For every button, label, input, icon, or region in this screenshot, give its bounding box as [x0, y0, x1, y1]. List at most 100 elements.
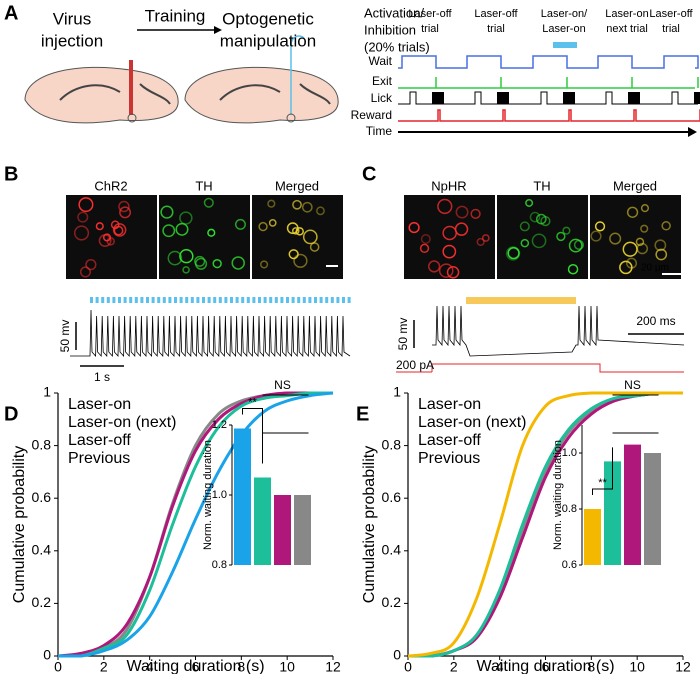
- x-tick-label: 4: [146, 659, 154, 674]
- panel-label: C: [362, 163, 376, 185]
- cell: [260, 260, 269, 269]
- cell: [446, 265, 460, 279]
- current-label: 200 pA: [396, 358, 434, 372]
- cell: [655, 248, 668, 261]
- legend-entry: Previous: [68, 450, 130, 467]
- cell: [507, 247, 520, 260]
- x-tick-label: 8: [587, 659, 595, 674]
- sig-bracket: [242, 408, 263, 464]
- trace-b: [70, 309, 351, 358]
- cell: [562, 226, 571, 235]
- light-pulse: [101, 297, 105, 303]
- cell: [194, 255, 206, 267]
- y-tick-label: 0.4: [32, 542, 52, 558]
- cell: [567, 263, 579, 275]
- cell: [291, 227, 300, 235]
- light-pulse: [123, 297, 127, 303]
- cell: [626, 257, 638, 269]
- legend-entry: Laser-on: [68, 396, 131, 413]
- lick-signal: [398, 91, 698, 105]
- cell: [476, 237, 485, 247]
- light-pulse: [330, 297, 334, 303]
- cell: [531, 233, 547, 249]
- cell: [442, 244, 457, 259]
- light-pulse: [95, 297, 99, 303]
- light-pulse: [241, 297, 245, 303]
- light-bar: [466, 297, 576, 304]
- wait-signal: [398, 55, 699, 69]
- inset-y-tick-label: 0.8: [212, 559, 227, 571]
- channel-label: TH: [533, 178, 550, 193]
- cell: [112, 223, 127, 237]
- cell: [420, 233, 431, 245]
- trial-label: trial: [662, 23, 680, 35]
- trial-label: Laser-off: [408, 8, 452, 20]
- lick-burst: [563, 92, 575, 104]
- light-pulse: [302, 297, 306, 303]
- cell: [267, 199, 276, 208]
- light-pulse: [235, 297, 239, 303]
- inset-bar: [254, 477, 271, 565]
- cell: [427, 260, 441, 273]
- cell: [231, 256, 245, 270]
- brain-right: [184, 35, 339, 124]
- cell: [167, 250, 183, 266]
- cell: [234, 218, 246, 230]
- cell: [79, 266, 91, 278]
- light-pulse: [146, 297, 149, 303]
- cell: [119, 206, 132, 219]
- cell: [309, 242, 320, 252]
- x-tick-label: 12: [675, 659, 691, 674]
- scale-v-label: 50 mv: [396, 318, 410, 351]
- micrographs: [66, 195, 681, 279]
- cell: [635, 237, 645, 247]
- y-axis-title: Cumulative probability: [11, 446, 28, 603]
- y-tick-label: 0.6: [382, 489, 402, 505]
- laser-legend: Inhibition: [364, 22, 416, 37]
- light-pulse: [224, 297, 228, 303]
- y-tick-label: 0.8: [32, 436, 52, 452]
- cell: [540, 215, 551, 227]
- inset-y-title: Norm. waiting duration: [202, 440, 214, 550]
- y-tick-label: 0.4: [382, 542, 402, 558]
- ns-annotation: NS: [274, 378, 291, 392]
- x-tick-label: 0: [54, 659, 62, 674]
- y-tick-label: 0.8: [382, 436, 402, 452]
- legend-entry: Laser-on (next): [68, 414, 177, 431]
- cell: [609, 232, 622, 245]
- y-tick-label: 1: [43, 384, 51, 400]
- legend-entry: Previous: [418, 450, 480, 467]
- inset-y-tick-label: 0.8: [562, 503, 577, 515]
- cell: [268, 219, 277, 227]
- light-pulse: [162, 297, 166, 303]
- cell: [292, 199, 302, 210]
- x-tick-label: 6: [542, 659, 550, 674]
- sig-bracket: [592, 447, 613, 495]
- light-pulse: [297, 297, 301, 303]
- cell: [288, 249, 299, 260]
- inset-bar: [234, 428, 251, 565]
- legend-entry: Laser-on: [418, 396, 481, 413]
- light-pulse: [157, 297, 161, 303]
- cell: [207, 228, 216, 237]
- micrograph: [404, 195, 495, 279]
- light-pulse: [134, 297, 138, 303]
- inset-bar: [644, 453, 661, 565]
- light-pulse: [280, 297, 284, 303]
- timing-diagram: [398, 55, 700, 137]
- y-tick-label: 0.6: [32, 489, 52, 505]
- light-pulse: [291, 297, 295, 303]
- laser-legend: (20% trials): [364, 39, 430, 54]
- inset-y-tick-label: 1.2: [212, 419, 227, 431]
- channel-label: NpHR: [431, 178, 466, 193]
- cell: [78, 197, 94, 213]
- cell: [316, 206, 325, 216]
- inset-y-title: Norm. waiting duration: [552, 440, 564, 550]
- light-pulse: [168, 297, 172, 303]
- light-pulse: [336, 297, 340, 303]
- cell: [95, 222, 104, 231]
- row-label: Time: [366, 124, 393, 138]
- cell: [590, 230, 602, 242]
- cell: [182, 266, 190, 274]
